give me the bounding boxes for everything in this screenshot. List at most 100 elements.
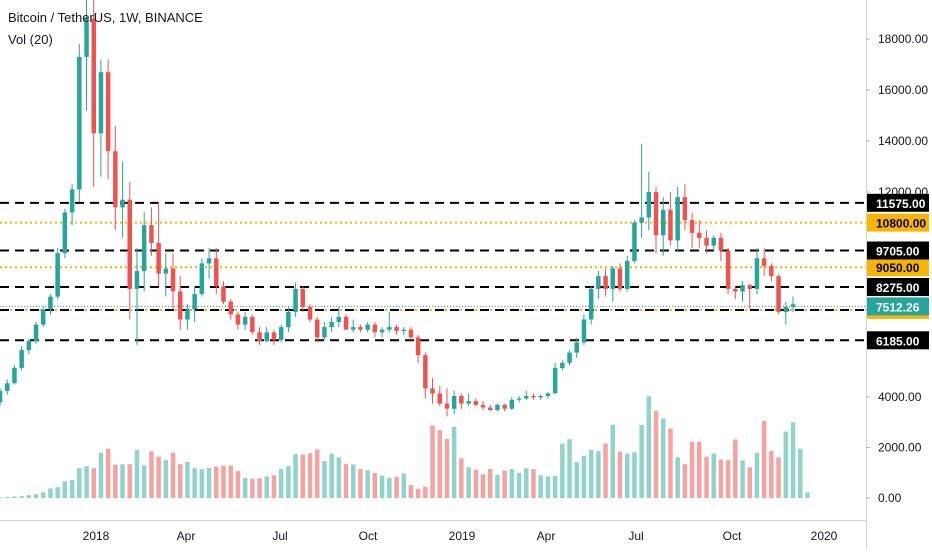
volume-bar bbox=[567, 439, 572, 498]
volume-bar bbox=[754, 452, 760, 498]
volume-bar bbox=[538, 475, 543, 498]
orange-level-label-bg bbox=[867, 213, 929, 232]
volume-bar bbox=[343, 463, 349, 498]
candle-body bbox=[646, 192, 652, 218]
volume-bar bbox=[531, 469, 536, 498]
volume-tick-label: 0.00 bbox=[878, 491, 902, 505]
candle-body bbox=[459, 396, 464, 404]
volume-bar bbox=[805, 492, 810, 498]
candle-body bbox=[581, 319, 587, 343]
volume-bar bbox=[141, 465, 147, 498]
volume-bar bbox=[524, 468, 529, 498]
time-tick-label: Oct bbox=[359, 529, 378, 543]
volume-bar bbox=[271, 475, 277, 498]
black-level-label: 6185.00 bbox=[876, 334, 920, 348]
volume-bar bbox=[278, 469, 284, 498]
black-level-label-bg bbox=[867, 241, 929, 260]
volume-tick-label: 4000.00 bbox=[878, 390, 922, 404]
candle-body bbox=[307, 306, 313, 320]
candle-body bbox=[423, 355, 428, 389]
volume-bar bbox=[192, 468, 197, 498]
candle-body bbox=[98, 72, 104, 134]
candle-body bbox=[170, 268, 176, 292]
black-level-label: 8275.00 bbox=[876, 281, 920, 295]
volume-bar bbox=[423, 486, 428, 498]
price-tick-label: 16000.00 bbox=[878, 83, 928, 97]
candle-body bbox=[26, 341, 32, 351]
volume-bar bbox=[704, 456, 709, 498]
candle-body bbox=[718, 237, 724, 251]
candle-body bbox=[84, 18, 89, 57]
volume-bar bbox=[574, 462, 579, 498]
volume-bar bbox=[509, 469, 515, 498]
candle-body bbox=[697, 232, 702, 238]
candle-body bbox=[531, 396, 536, 398]
candle-body bbox=[516, 398, 522, 400]
candle-body bbox=[55, 253, 60, 297]
volume-bar bbox=[0, 497, 3, 499]
price-tick-label: 14000.00 bbox=[878, 134, 928, 148]
volume-bar bbox=[365, 470, 370, 498]
volume-bar bbox=[372, 473, 378, 498]
volume-bar bbox=[444, 438, 450, 498]
volume-bar bbox=[790, 422, 796, 499]
volume-bar bbox=[77, 468, 82, 498]
time-tick-label: 2018 bbox=[83, 529, 110, 543]
volume-bar bbox=[257, 478, 262, 498]
volume-bar bbox=[199, 469, 205, 498]
volume-bar bbox=[516, 472, 522, 499]
candle-body bbox=[278, 327, 284, 340]
volume-bar bbox=[689, 441, 695, 498]
black-level-label-bg bbox=[867, 278, 929, 296]
candle-body bbox=[552, 367, 558, 394]
volume-bar bbox=[668, 428, 673, 498]
volume-bar bbox=[26, 495, 32, 498]
volume-bar bbox=[33, 494, 39, 498]
candle-body bbox=[704, 237, 709, 246]
volume-bar bbox=[661, 418, 666, 498]
candle-body bbox=[466, 401, 471, 404]
candle-body bbox=[451, 396, 457, 409]
volume-bar bbox=[228, 465, 233, 498]
volume-bar bbox=[408, 485, 414, 498]
candle-body bbox=[769, 265, 774, 277]
candle-body bbox=[711, 237, 716, 246]
time-tick-label: Apr bbox=[537, 529, 556, 543]
volume-bar bbox=[307, 453, 313, 498]
candle-body bbox=[286, 311, 291, 328]
volume-bar bbox=[783, 431, 789, 498]
volume-bar bbox=[747, 467, 752, 498]
time-tick-label: Oct bbox=[723, 529, 742, 543]
candle-body bbox=[596, 276, 601, 289]
volume-bar bbox=[617, 451, 623, 498]
candle-body bbox=[545, 393, 551, 396]
candle-body bbox=[632, 222, 637, 261]
volume-bar bbox=[91, 468, 96, 498]
candle-body bbox=[199, 263, 205, 294]
candle-body bbox=[610, 268, 615, 289]
candle-body bbox=[257, 332, 262, 342]
candle-body bbox=[178, 291, 183, 320]
candle-body bbox=[574, 342, 579, 353]
volume-bar bbox=[718, 459, 724, 498]
candle-body bbox=[62, 212, 68, 254]
volume-bar bbox=[437, 430, 442, 498]
volume-bar bbox=[113, 464, 118, 498]
candle-body bbox=[365, 324, 370, 330]
volume-bar bbox=[322, 461, 327, 498]
black-level-label-bg bbox=[867, 331, 929, 350]
candle-body bbox=[242, 316, 248, 325]
candle-body bbox=[790, 304, 796, 307]
candle-body bbox=[754, 258, 760, 289]
volume-bar bbox=[300, 454, 305, 498]
volume-bar bbox=[653, 410, 659, 498]
volume-bar bbox=[214, 466, 219, 498]
volume-bar bbox=[170, 452, 176, 498]
time-tick-label: 2020 bbox=[811, 529, 838, 543]
candle-body bbox=[379, 329, 385, 333]
volume-bar bbox=[588, 449, 594, 498]
candle-body bbox=[668, 209, 673, 241]
volume-bar bbox=[473, 469, 479, 498]
candle-body bbox=[358, 327, 363, 330]
